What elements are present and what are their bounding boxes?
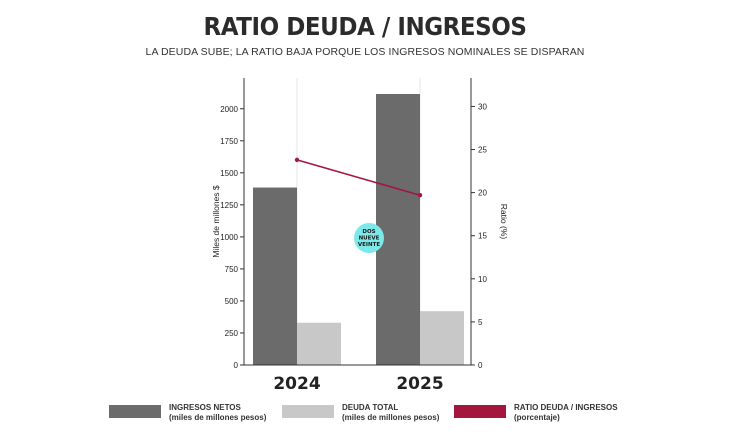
logo-text: VEINTE xyxy=(358,242,380,248)
bar-ingresos-2025 xyxy=(376,94,420,365)
y-tick-label: 1250 xyxy=(220,201,238,210)
legend-swatch-deuda xyxy=(282,405,334,418)
ratio-line xyxy=(296,159,421,196)
x-tick-label-2024: 2024 xyxy=(273,374,320,394)
y2-tick-label: 15 xyxy=(478,232,487,241)
logo-text: DOS xyxy=(362,229,375,235)
y-tick-label: 1500 xyxy=(220,169,238,178)
y-tick-label: 2000 xyxy=(220,105,238,114)
y2-tick-label: 10 xyxy=(478,275,487,284)
logo-badge xyxy=(354,223,384,253)
chart-subtitle: LA DEUDA SUBE; LA RATIO BAJA PORQUE LOS … xyxy=(145,46,585,58)
y-tick-label: 1000 xyxy=(220,233,238,242)
y2-tick-label: 25 xyxy=(478,146,487,155)
y2-tick-label: 20 xyxy=(478,189,487,198)
y-tick-label: 500 xyxy=(225,297,239,306)
legend-label-ingresos: INGRESOS NETOS (miles de millones pesos) xyxy=(169,403,267,422)
y2-axis-label: Ratio (%) xyxy=(499,204,509,240)
legend-swatch-ratio xyxy=(454,405,506,418)
legend-label-ratio: RATIO DEUDA / INGRESOS (porcentaje) xyxy=(514,403,618,422)
y-tick-label: 1750 xyxy=(220,137,238,146)
y2-tick-label: 30 xyxy=(478,102,487,111)
bar-deuda-2024 xyxy=(297,322,341,365)
x-tick-label-2025: 2025 xyxy=(396,374,443,394)
ratio-point-2024 xyxy=(294,157,300,163)
bar-deuda-2025 xyxy=(420,311,464,365)
y-tick-label: 250 xyxy=(225,329,239,338)
bar-ingresos-2024 xyxy=(253,187,297,365)
y-tick-label: 750 xyxy=(225,265,239,274)
y-tick-label: 0 xyxy=(234,361,239,370)
legend-label-deuda: DEUDA TOTAL (miles de millones pesos) xyxy=(342,403,440,422)
y2-tick-label: 5 xyxy=(478,318,483,327)
logo-text: NUEVE xyxy=(359,236,380,242)
chart-title: RATIO DEUDA / INGRESOS xyxy=(203,12,527,41)
legend-swatch-ingresos xyxy=(109,405,161,418)
y2-tick-label: 0 xyxy=(478,361,483,370)
ratio-point-2025 xyxy=(417,193,423,198)
y-axis-label: Miles de millones $ xyxy=(211,185,221,258)
